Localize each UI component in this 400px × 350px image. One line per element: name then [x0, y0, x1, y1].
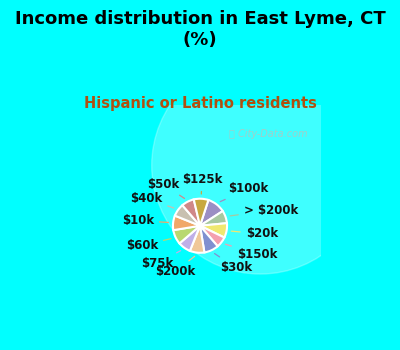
Text: $125k: $125k [182, 173, 222, 194]
Wedge shape [194, 199, 208, 226]
Wedge shape [180, 226, 200, 251]
Text: Income distribution in East Lyme, CT
(%): Income distribution in East Lyme, CT (%) [15, 10, 385, 49]
Wedge shape [173, 226, 200, 243]
Wedge shape [182, 199, 200, 226]
Text: $75k: $75k [141, 251, 181, 270]
Text: $30k: $30k [214, 253, 252, 274]
Text: $150k: $150k [226, 244, 277, 260]
Wedge shape [190, 226, 204, 253]
Text: $60k: $60k [126, 239, 171, 252]
Text: $50k: $50k [147, 178, 184, 198]
Circle shape [152, 57, 369, 274]
Text: ⓘ City-Data.com: ⓘ City-Data.com [229, 129, 308, 139]
Text: $10k: $10k [122, 214, 168, 227]
Text: $100k: $100k [220, 182, 268, 202]
Wedge shape [200, 226, 218, 252]
Wedge shape [200, 211, 227, 226]
Text: $200k: $200k [155, 256, 195, 278]
Text: > $200k: > $200k [230, 204, 298, 217]
Wedge shape [173, 216, 200, 230]
Wedge shape [200, 223, 227, 238]
Wedge shape [175, 205, 200, 226]
Wedge shape [200, 200, 223, 226]
Text: $20k: $20k [231, 228, 278, 240]
Wedge shape [200, 226, 224, 246]
Text: Hispanic or Latino residents: Hispanic or Latino residents [84, 96, 316, 111]
Text: $40k: $40k [130, 192, 174, 208]
